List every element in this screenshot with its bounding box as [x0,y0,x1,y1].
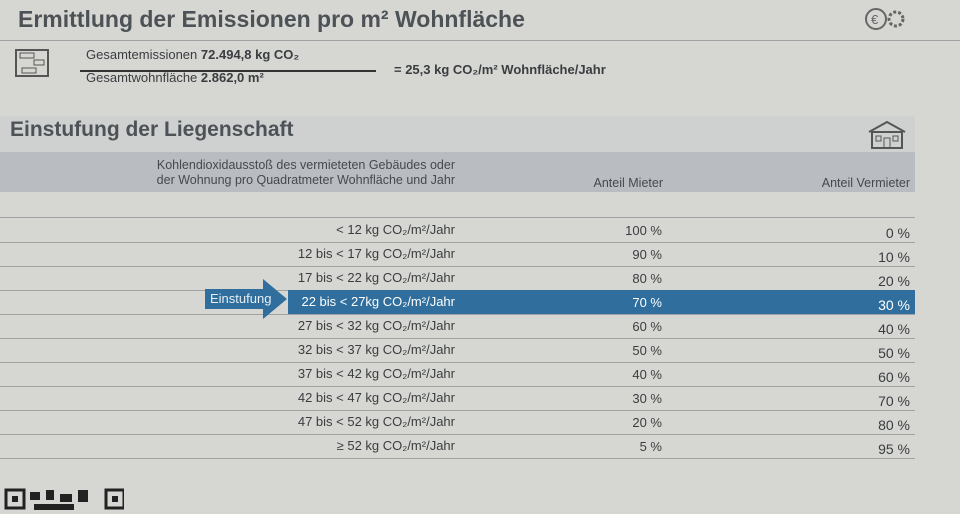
range: 37 bis < 42 kg CO₂/m²/Jahr [297,366,455,381]
emissions-title: Ermittlung der Emissionen pro m² Wohnflä… [18,6,525,32]
calculator-icon [15,49,49,77]
result: = 25,3 kg CO₂/m² Wohnfläche/Jahr [394,62,606,77]
table-row: 37 bis < 42 kg CO₂/m²/Jahr 40 % 60 % [0,362,915,387]
euro-gear-icon: € [865,8,905,30]
range: 32 bis < 37 kg CO₂/m²/Jahr [297,342,455,357]
anteil-mieter: 20 % [632,415,662,430]
range: 27 bis < 32 kg CO₂/m²/Jahr [297,318,455,333]
table-row: ≥ 52 kg CO₂/m²/Jahr 5 % 95 % [0,434,915,459]
table-row: < 12 kg CO₂/m²/Jahr 100 % 0 % [0,218,915,243]
denominator: Gesamtwohnfläche 2.862,0 m² [86,70,264,85]
anteil-vermieter: 80 % [878,417,910,433]
header-emission-line2: der Wohnung pro Quadratmeter Wohnfläche … [156,173,455,187]
table-row: 32 bis < 37 kg CO₂/m²/Jahr 50 % 50 % [0,338,915,363]
anteil-vermieter: 20 % [878,273,910,289]
einstufung-marker: Einstufung [205,279,287,319]
table-row: 12 bis < 17 kg CO₂/m²/Jahr 90 % 10 % [0,242,915,267]
qr-code [4,488,124,510]
numerator: Gesamtemissionen 72.494,8 kg CO₂ [86,47,300,62]
anteil-vermieter: 0 % [885,225,910,241]
table-header: Kohlendioxidausstoß des vermieteten Gebä… [0,152,915,192]
section-bar [0,116,915,152]
anteil-mieter: 50 % [632,343,662,358]
table-row: 22 bis < 27kg CO₂/m²/Jahr 70 % 30 % [0,290,915,315]
table-row: 17 bis < 22 kg CO₂/m²/Jahr 80 % 20 % [0,266,915,291]
anteil-mieter: 60 % [632,319,662,334]
anteil-vermieter: 50 % [878,345,910,361]
anteil-vermieter: 95 % [878,441,910,457]
anteil-mieter: 5 % [639,439,662,454]
anteil-mieter: 80 % [632,271,662,286]
anteil-vermieter: 60 % [878,369,910,385]
range: 47 bis < 52 kg CO₂/m²/Jahr [297,414,455,429]
anteil-mieter: 40 % [632,367,662,382]
marker-label: Einstufung [210,291,272,306]
range: 17 bis < 22 kg CO₂/m²/Jahr [297,270,455,285]
classification-title: Einstufung der Liegenschaft [10,118,294,141]
empty-row [0,193,915,218]
range: 12 bis < 17 kg CO₂/m²/Jahr [297,246,455,261]
range: ≥ 52 kg CO₂/m²/Jahr [336,438,455,453]
anteil-mieter: 100 % [625,223,662,238]
house-icon [868,120,906,149]
range: 22 bis < 27kg CO₂/m²/Jahr [301,294,455,309]
header-vermieter: Anteil Vermieter [821,176,910,190]
table-row: 42 bis < 47 kg CO₂/m²/Jahr 30 % 70 % [0,386,915,411]
anteil-vermieter: 30 % [878,297,910,313]
divider [0,40,960,41]
anteil-mieter: 90 % [632,247,662,262]
header-mieter: Anteil Mieter [593,176,663,190]
anteil-mieter: 70 % [632,295,662,310]
table-row: 47 bis < 52 kg CO₂/m²/Jahr 20 % 80 % [0,410,915,435]
anteil-mieter: 30 % [632,391,662,406]
fraction-line [80,70,376,72]
svg-text:€: € [871,12,879,27]
table-row: 27 bis < 32 kg CO₂/m²/Jahr 60 % 40 % [0,314,915,339]
anteil-vermieter: 40 % [878,321,910,337]
anteil-vermieter: 70 % [878,393,910,409]
range: < 12 kg CO₂/m²/Jahr [336,222,455,237]
range: 42 bis < 47 kg CO₂/m²/Jahr [297,390,455,405]
anteil-vermieter: 10 % [878,249,910,265]
header-emission-line1: Kohlendioxidausstoß des vermieteten Gebä… [156,158,455,172]
